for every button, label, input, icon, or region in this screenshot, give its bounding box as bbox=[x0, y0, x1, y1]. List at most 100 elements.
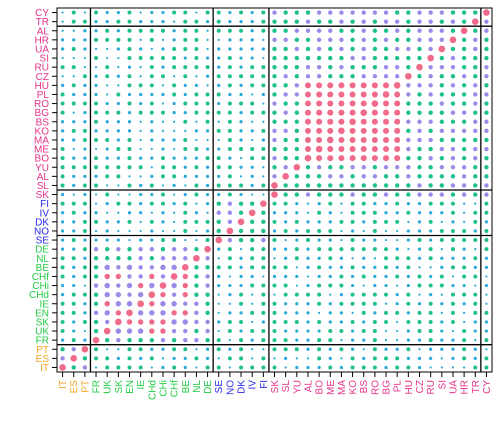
cell-dot bbox=[485, 348, 488, 351]
cell-dot bbox=[428, 92, 433, 97]
cell-dot bbox=[249, 219, 255, 225]
cell-dot bbox=[417, 19, 422, 24]
x-tick-label: TR bbox=[471, 380, 482, 393]
cell-dot bbox=[439, 146, 445, 152]
cell-dot bbox=[83, 111, 87, 115]
cell-dot bbox=[461, 174, 467, 179]
cell-dot bbox=[317, 228, 322, 233]
cell-dot bbox=[417, 119, 422, 124]
cell-dot bbox=[117, 193, 120, 196]
cell-dot bbox=[362, 356, 366, 360]
cell-dot bbox=[116, 29, 120, 33]
y-tick-label: CHd bbox=[29, 290, 49, 301]
cell-dot bbox=[406, 92, 411, 97]
cell-dot bbox=[306, 320, 310, 324]
cell-dot bbox=[115, 273, 122, 280]
cell-dot bbox=[383, 165, 389, 170]
cell-dot bbox=[60, 129, 65, 133]
cell-dot bbox=[117, 229, 120, 233]
cell-dot bbox=[328, 19, 333, 24]
cell-dot bbox=[60, 247, 65, 251]
cell-dot bbox=[306, 256, 310, 260]
cell-dot bbox=[105, 28, 110, 33]
cell-dot bbox=[406, 119, 411, 124]
cell-dot bbox=[338, 146, 345, 153]
cell-dot bbox=[272, 329, 277, 334]
cell-dot bbox=[60, 65, 65, 70]
cell-dot bbox=[295, 284, 298, 287]
cell-dot bbox=[116, 220, 120, 224]
cell-dot bbox=[262, 193, 265, 196]
cell-dot bbox=[139, 11, 142, 14]
cell-dot bbox=[250, 65, 255, 70]
cell-dot bbox=[216, 165, 221, 170]
y-tick-label: UA bbox=[35, 44, 49, 55]
cell-dot bbox=[439, 283, 444, 288]
cell-dot bbox=[194, 174, 199, 178]
cell-dot bbox=[338, 82, 345, 89]
cell-dot bbox=[450, 165, 456, 170]
cell-dot bbox=[439, 165, 445, 170]
cell-dot bbox=[172, 83, 177, 88]
cell-dot bbox=[306, 357, 310, 360]
cell-dot bbox=[396, 320, 399, 324]
cell-dot bbox=[60, 356, 65, 361]
cell-dot bbox=[72, 56, 75, 60]
cell-dot bbox=[194, 292, 199, 297]
cell-dot bbox=[205, 238, 210, 243]
cell-dot bbox=[350, 10, 355, 15]
cell-dot bbox=[473, 329, 477, 333]
cell-dot bbox=[328, 356, 332, 360]
cell-dot bbox=[227, 101, 232, 106]
cell-dot bbox=[160, 256, 166, 261]
cell-dot bbox=[406, 319, 411, 324]
cell-dot bbox=[82, 274, 87, 279]
cell-dot bbox=[372, 228, 377, 233]
cell-dot bbox=[294, 174, 300, 179]
cell-dot bbox=[250, 56, 254, 60]
cell-dot bbox=[439, 201, 444, 206]
cell-dot bbox=[328, 265, 332, 269]
cell-dot bbox=[295, 274, 299, 279]
cell-dot bbox=[161, 147, 165, 151]
cell-dot bbox=[304, 82, 311, 89]
cell-dot bbox=[283, 83, 288, 88]
cell-dot bbox=[461, 183, 467, 188]
cell-dot bbox=[160, 238, 165, 243]
cell-dot bbox=[150, 229, 154, 233]
cell-dot bbox=[149, 37, 154, 42]
cell-dot bbox=[484, 74, 489, 79]
cell-dot bbox=[406, 229, 410, 233]
cell-dot bbox=[294, 37, 300, 43]
cell-dot bbox=[272, 338, 277, 343]
cell-dot bbox=[316, 64, 322, 70]
cell-dot bbox=[205, 319, 210, 325]
cell-dot bbox=[72, 138, 76, 142]
cell-dot bbox=[461, 101, 467, 106]
cell-dot bbox=[262, 120, 265, 123]
cell-dot bbox=[473, 28, 478, 33]
cell-dot bbox=[372, 10, 378, 15]
cell-dot bbox=[194, 83, 199, 87]
cell-dot bbox=[463, 320, 466, 324]
cell-dot bbox=[228, 293, 232, 297]
cell-dot bbox=[239, 74, 244, 79]
cell-dot bbox=[439, 238, 444, 243]
x-tick-label: BO bbox=[315, 380, 326, 395]
cell-dot bbox=[417, 310, 422, 315]
cell-dot bbox=[217, 56, 221, 60]
cell-dot bbox=[361, 28, 366, 33]
cell-dot bbox=[82, 247, 87, 252]
cell-dot bbox=[261, 320, 265, 324]
cell-dot bbox=[239, 292, 244, 297]
cell-dot bbox=[328, 302, 332, 306]
cell-dot bbox=[149, 273, 155, 280]
cell-dot bbox=[115, 291, 122, 298]
cell-dot bbox=[161, 102, 165, 105]
cell-dot bbox=[283, 28, 288, 33]
cell-dot bbox=[250, 247, 255, 252]
cell-dot bbox=[261, 183, 266, 188]
cell-dot bbox=[439, 183, 445, 188]
cell-dot bbox=[317, 247, 322, 252]
cell-dot bbox=[451, 356, 455, 360]
